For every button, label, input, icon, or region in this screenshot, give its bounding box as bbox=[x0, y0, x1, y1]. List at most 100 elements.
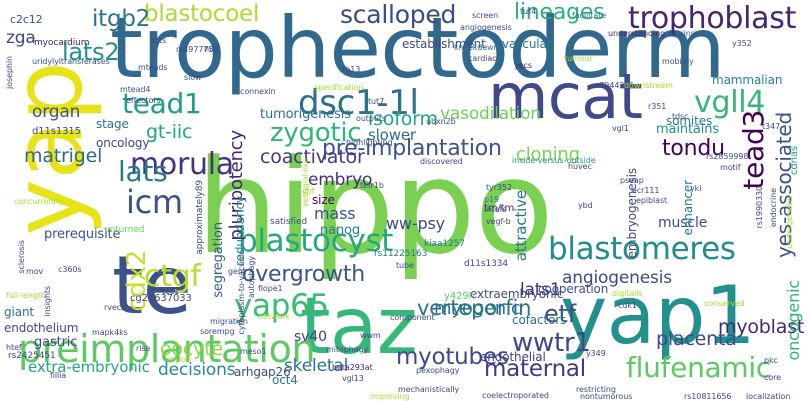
cloud-word: sorempg bbox=[200, 327, 235, 336]
cloud-word: tdsc bbox=[672, 112, 689, 121]
cloud-word: sclerosis bbox=[17, 240, 26, 274]
cloud-word: muscle bbox=[658, 215, 708, 231]
cloud-word: rs7944231 bbox=[592, 81, 635, 90]
cloud-word: d11s1315 bbox=[32, 126, 81, 137]
cloud-word: knockdown bbox=[454, 43, 499, 52]
cloud-word: cloning bbox=[516, 144, 580, 165]
cloud-word: maternal bbox=[484, 356, 586, 382]
cloud-word: maintains bbox=[656, 122, 719, 137]
cloud-word: flufenamic bbox=[626, 351, 772, 384]
cloud-word: network bbox=[258, 312, 290, 321]
cloud-word: mcat bbox=[488, 60, 643, 133]
cloud-word: icm bbox=[126, 183, 183, 221]
cloud-word: concurrently bbox=[14, 197, 64, 206]
cloud-word: mechanistically bbox=[398, 385, 460, 394]
cloud-word: cooperation bbox=[538, 282, 609, 296]
cloud-word: gent bbox=[228, 267, 246, 276]
cloud-word: oncogenic bbox=[784, 280, 803, 361]
cloud-word: overgrowth bbox=[242, 262, 366, 287]
cloud-word: ww-psy bbox=[386, 214, 445, 233]
cloud-word: preimplantation bbox=[18, 327, 316, 371]
cloud-word: zygotic bbox=[270, 118, 362, 148]
cloud-word: extraembryonic bbox=[470, 287, 564, 301]
cloud-word: tyr352 bbox=[486, 183, 512, 192]
cloud-word: blastocoel bbox=[144, 1, 260, 27]
cloud-word: htef bbox=[6, 343, 22, 352]
cloud-word: nug bbox=[204, 44, 219, 53]
cloud-word: nontumorous bbox=[580, 392, 633, 401]
cloud-word: extrinsic bbox=[668, 29, 702, 38]
cloud-word: highlighting bbox=[346, 138, 393, 147]
cloud-word: verteporfin bbox=[417, 296, 532, 320]
cloud-word: fillia bbox=[50, 371, 67, 380]
cloud-word: digitalis bbox=[612, 289, 643, 298]
cloud-word: tec1 bbox=[162, 287, 180, 296]
cloud-word: oncology bbox=[96, 136, 150, 150]
cloud-word: tut4 bbox=[520, 7, 537, 16]
cloud-word: matrigel bbox=[24, 145, 103, 167]
cloud-word: prerequisite bbox=[44, 227, 121, 242]
cloud-word: epiblast bbox=[636, 196, 668, 205]
cloud-word: trophoblast bbox=[628, 1, 797, 36]
cloud-word: flope1 bbox=[258, 284, 283, 293]
cloud-word: tumorigenesis bbox=[260, 107, 351, 122]
cloud-word: improving bbox=[370, 392, 410, 401]
cloud-word: pexophagy bbox=[416, 366, 460, 375]
cloud-word: mass bbox=[314, 204, 356, 223]
cloud-word: vegf-b bbox=[486, 217, 511, 226]
cloud-word: effectors bbox=[126, 96, 161, 105]
cloud-word: pseap bbox=[620, 176, 644, 185]
cloud-word: uridylyltransferases bbox=[32, 57, 110, 66]
cloud-word: restricting bbox=[576, 385, 616, 394]
cloud-word: gt-iic bbox=[146, 121, 193, 143]
cloud-word: component bbox=[390, 313, 435, 322]
cloud-word: insights bbox=[43, 286, 52, 317]
cloud-word: ubxn2b bbox=[426, 117, 456, 126]
cloud-word: wwtr1 bbox=[512, 328, 591, 358]
cloud-word: p19 bbox=[484, 195, 500, 204]
cloud-word: rs4977757 bbox=[176, 45, 219, 54]
cloud-word: huvec bbox=[568, 162, 592, 171]
cloud-word: motif bbox=[720, 163, 741, 172]
cloud-word: cofactors bbox=[512, 313, 567, 327]
cloud-word: ybd bbox=[578, 201, 593, 210]
cloud-word: myocardium bbox=[34, 38, 90, 48]
cloud-word: tut7 bbox=[368, 97, 385, 106]
cloud-word: ybf bbox=[302, 187, 315, 196]
cloud-word: kiaa1257 bbox=[424, 239, 465, 249]
cloud-word: lats1 bbox=[520, 280, 561, 300]
cloud-word: specification bbox=[314, 83, 364, 92]
cloud-word: inside-versus-outside bbox=[512, 156, 596, 165]
cloud-word: migration bbox=[210, 317, 248, 326]
cloud-word: unturned bbox=[104, 225, 145, 235]
cloud-word: vascular bbox=[502, 37, 552, 51]
cloud-word: mteads bbox=[138, 63, 168, 72]
cloud-word: y352 bbox=[732, 39, 752, 48]
cloud-word: etf bbox=[544, 300, 576, 328]
cloud-word: mov bbox=[26, 267, 44, 276]
cloud-word: lineages bbox=[514, 0, 605, 25]
cloud-word: tube bbox=[396, 261, 414, 270]
cloud-word: attractive bbox=[512, 190, 530, 262]
cloud-word: meso1 bbox=[240, 347, 267, 356]
cloud-word: organ bbox=[32, 102, 81, 122]
cloud-word: tm/tm bbox=[484, 203, 515, 214]
cloud-word: d11s1334 bbox=[464, 259, 509, 269]
cloud-word: dsc1-1l bbox=[298, 83, 419, 123]
cloud-word: y349 bbox=[586, 349, 606, 358]
cloud-word: vgll4 bbox=[694, 85, 766, 120]
cloud-word: angiogenesis bbox=[460, 23, 512, 32]
cloud-word: endocrine bbox=[769, 188, 778, 228]
cloud-word: understanding bbox=[608, 29, 666, 38]
cloud-word: trophectoderm bbox=[110, 0, 726, 97]
cloud-word: myoblast bbox=[718, 316, 805, 338]
cloud-word: rs11225163 bbox=[374, 249, 428, 259]
cloud-word: taz bbox=[300, 282, 418, 372]
cloud-word: morula bbox=[130, 147, 234, 182]
cloud-word: myod bbox=[168, 355, 191, 364]
cloud-word: vgl13 bbox=[342, 374, 364, 383]
cloud-word: pkc bbox=[764, 356, 778, 365]
cloud-word: ecr111 bbox=[632, 186, 660, 195]
cloud-word: facilitate bbox=[572, 11, 607, 20]
cloud-word: beta293at bbox=[332, 363, 373, 372]
